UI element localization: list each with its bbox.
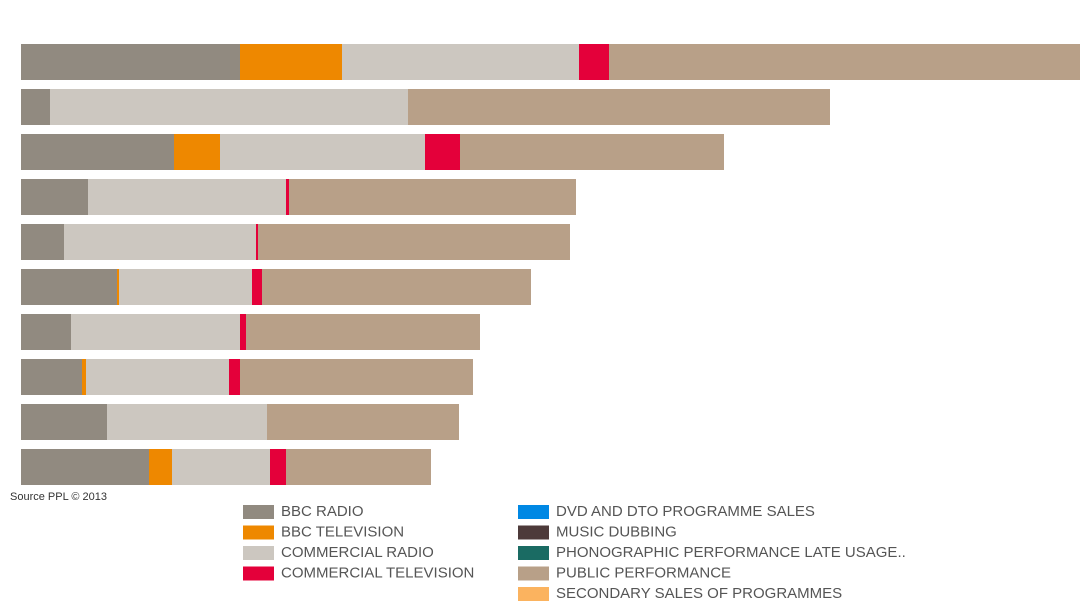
bar-segment [270, 449, 286, 485]
bar-segment [256, 224, 258, 260]
bar-segment [267, 404, 459, 440]
bar-segment [174, 134, 220, 170]
legend-label: BBC TELEVISION [281, 523, 404, 540]
legend-swatch [518, 587, 549, 601]
legend-swatch [518, 505, 549, 519]
bar-segment [82, 359, 86, 395]
bar-segment [21, 179, 88, 215]
bar-segment [246, 314, 480, 350]
legend-swatch [518, 546, 549, 560]
bar-segment [262, 269, 531, 305]
bar-segment [286, 179, 289, 215]
legend-label: BBC RADIO [281, 503, 364, 520]
bar-segment [408, 89, 830, 125]
bar-segment [258, 224, 570, 260]
legend-label: PUBLIC PERFORMANCE [556, 564, 731, 581]
bar-segment [21, 404, 107, 440]
bar-segment [21, 89, 50, 125]
bar-segment [21, 134, 174, 170]
bar-segment [88, 179, 286, 215]
bar-segment [107, 404, 267, 440]
bar-segment [460, 134, 724, 170]
legend-swatch [518, 525, 549, 540]
bar-segment [286, 449, 431, 485]
bar-segment [425, 134, 460, 170]
bar-segment [252, 269, 262, 305]
bar-segment [50, 89, 408, 125]
bar-segment [229, 359, 240, 395]
legend-label: DVD AND DTO PROGRAMME SALES [556, 503, 815, 520]
legend-label: MUSIC DUBBING [556, 523, 677, 540]
legend-swatch [518, 566, 549, 581]
bar-segment [21, 269, 117, 305]
legend-swatch [243, 505, 274, 519]
legend-label: COMMERCIAL TELEVISION [281, 564, 474, 581]
bar-segment [289, 179, 576, 215]
bar-segment [21, 44, 240, 80]
bar-segment [86, 359, 229, 395]
legend-label: SECONDARY SALES OF PROGRAMMES [556, 585, 842, 602]
bar-segment [240, 314, 246, 350]
bar-segment [149, 449, 172, 485]
legend-label: COMMERCIAL RADIO [281, 544, 434, 561]
legend-swatch [243, 546, 274, 560]
legend-label: PHONOGRAPHIC PERFORMANCE LATE USAGE.. [556, 544, 906, 561]
bar-segment [609, 44, 1080, 80]
legend-swatch [243, 525, 274, 540]
bar-segment [21, 314, 71, 350]
bar-segment [21, 224, 64, 260]
bar-segment [21, 449, 149, 485]
legend-swatch [243, 566, 274, 581]
source-note: Source PPL © 2013 [10, 491, 107, 503]
bar-segment [240, 359, 473, 395]
bar-segment [342, 44, 579, 80]
bar-segment [64, 224, 256, 260]
bar-segment [21, 359, 82, 395]
bar-segment [71, 314, 240, 350]
bar-segment [117, 269, 119, 305]
bar-segment [119, 269, 252, 305]
bar-segment [579, 44, 609, 80]
bar-segment [240, 44, 342, 80]
bar-segment [172, 449, 270, 485]
bar-segment [220, 134, 425, 170]
